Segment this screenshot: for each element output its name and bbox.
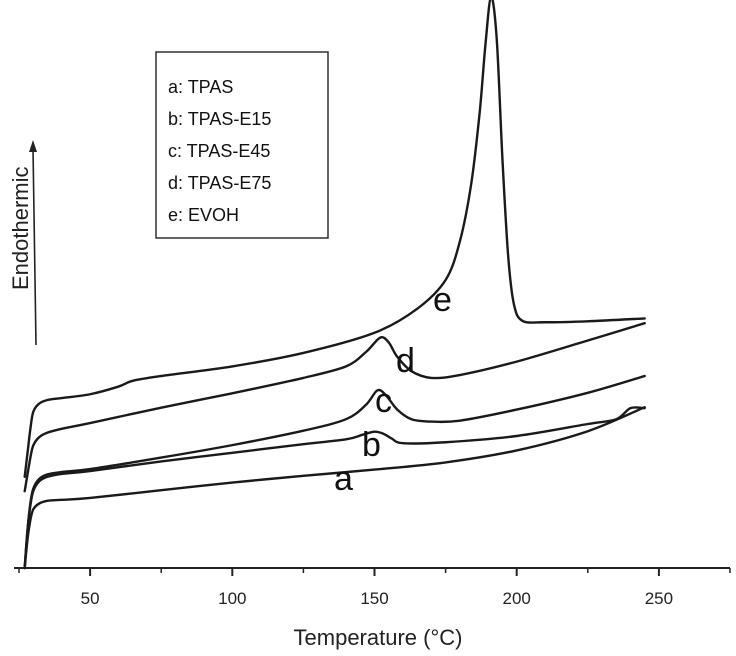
x-tick-label-50: 50 (81, 589, 100, 608)
x-axis-title: Temperature (°C) (294, 625, 463, 650)
x-tick-label-150: 150 (360, 589, 388, 608)
curve-label-e: e (433, 281, 452, 319)
x-tick-label-200: 200 (503, 589, 531, 608)
x-tick-label-250: 250 (645, 589, 673, 608)
series-line-b (23, 406, 646, 570)
legend-box (155, 51, 329, 239)
curve-label-c: c (375, 382, 392, 420)
legend: a: TPAS b: TPAS-E15 c: TPAS-E45 d: TPAS-… (155, 51, 329, 239)
legend-entry-c: c: TPAS-E45 (168, 141, 270, 161)
curve-label-d: d (396, 342, 415, 380)
legend-entry-b: b: TPAS-E15 (168, 109, 271, 129)
x-tick-label-100: 100 (218, 589, 246, 608)
y-axis-title: Endothermic (8, 166, 33, 290)
curve-label-a: a (334, 460, 353, 498)
x-axis-ticks: 50 100 150 200 250 (18, 568, 731, 608)
series-line-d (23, 322, 646, 493)
series-line-c (23, 374, 646, 570)
curve-label-b: b (362, 426, 381, 464)
series-line-e (23, 0, 646, 478)
legend-entry-d: d: TPAS-E75 (168, 173, 271, 193)
series-line-a (23, 406, 646, 570)
legend-entry-e: e: EVOH (168, 205, 239, 225)
data-series (23, 0, 646, 570)
legend-entry-a: a: TPAS (168, 77, 233, 97)
y-axis-arrow (29, 140, 37, 346)
